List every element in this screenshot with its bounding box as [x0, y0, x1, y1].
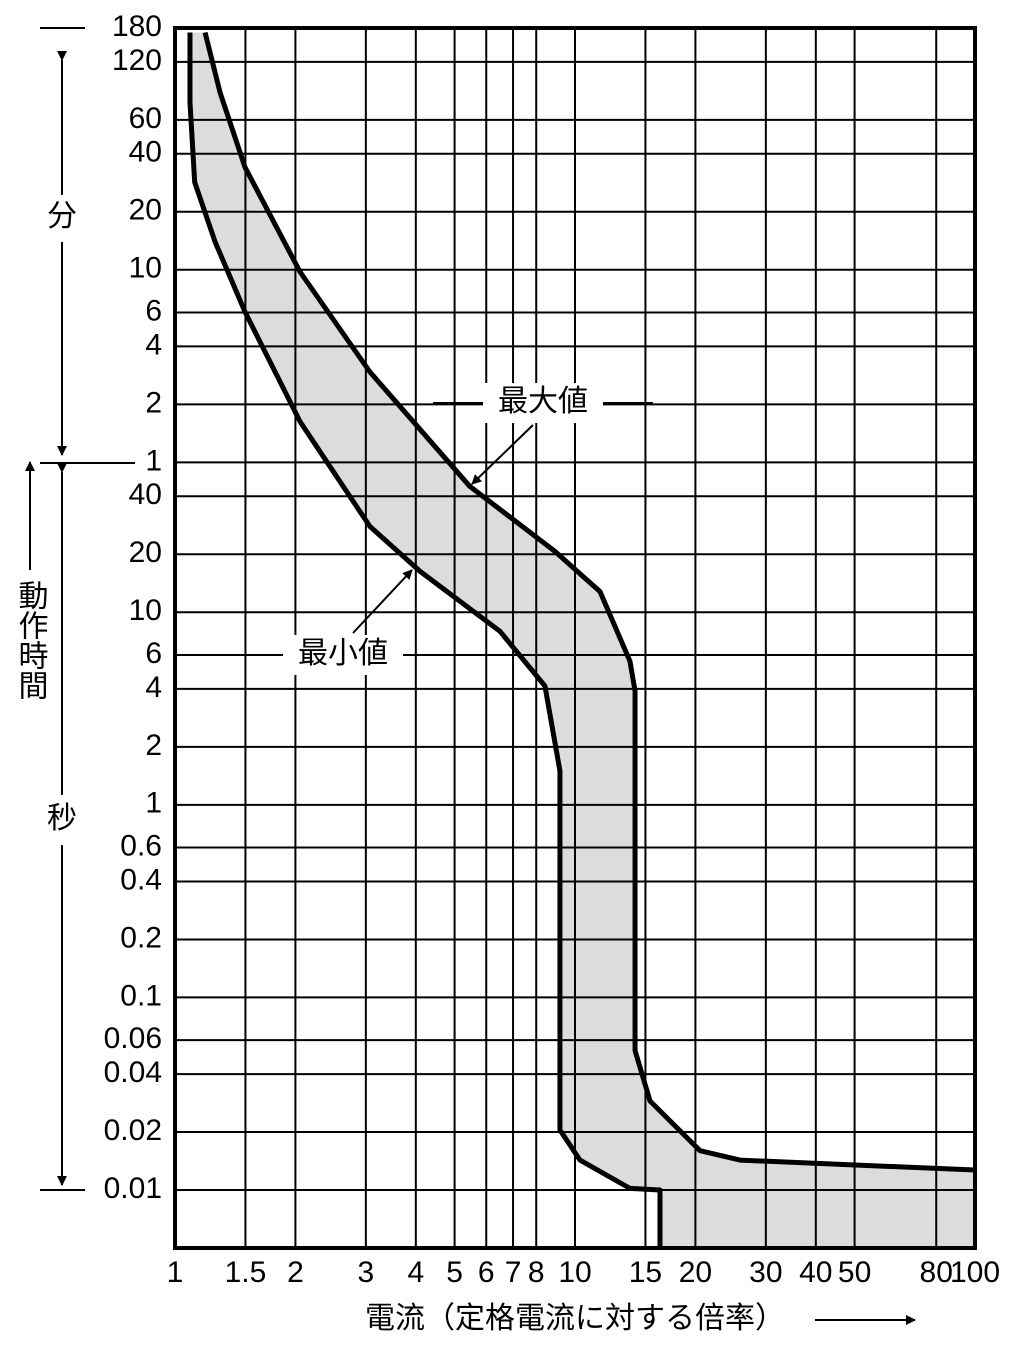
- x-tick-label: 15: [629, 1256, 662, 1289]
- y-tick-label: 0.4: [120, 863, 162, 896]
- annotation-bg: [283, 635, 403, 675]
- y-tick-label: 120: [112, 44, 162, 77]
- x-tick-label: 10: [558, 1256, 591, 1289]
- y-tick-label: 20: [129, 536, 162, 569]
- x-tick-label: 7: [505, 1256, 522, 1289]
- curve: [202, 31, 976, 1173]
- plot-area: [173, 26, 977, 1250]
- y-tick-label: 2: [145, 729, 162, 762]
- minutes-label: 分: [47, 200, 77, 233]
- x-tick-label: 8: [528, 1256, 545, 1289]
- y-tick-label: 40: [129, 478, 162, 511]
- y-tick-label: 10: [129, 594, 162, 627]
- x-tick-label: 40: [799, 1256, 832, 1289]
- x-tick-label: 3: [358, 1256, 375, 1289]
- x-axis-label: 電流（定格電流に対する倍率）: [365, 1302, 785, 1335]
- y-tick-label: 0.01: [104, 1172, 162, 1205]
- y-tick-label: 0.06: [104, 1022, 162, 1055]
- x-tick-label: 20: [679, 1256, 712, 1289]
- y-tick-label: 6: [145, 637, 162, 670]
- y-tick-label: 0.02: [104, 1114, 162, 1147]
- y-tick-label: 10: [129, 252, 162, 285]
- y-tick-label: 4: [145, 328, 162, 361]
- y-axis-label: 動作時間: [14, 580, 48, 700]
- y-tick-label: 0.04: [104, 1056, 162, 1089]
- series-label: 最大値: [498, 385, 588, 418]
- y-tick-label: 4: [145, 671, 162, 704]
- y-tick-label: 0.6: [120, 829, 162, 862]
- x-tick-label: 1: [167, 1256, 184, 1289]
- y-tick-label: 2: [145, 386, 162, 419]
- x-tick-label: 5: [446, 1256, 463, 1289]
- x-tick-label: 4: [407, 1256, 424, 1289]
- annotation-arrow: [352, 569, 413, 634]
- axis-decoration: [25, 27, 916, 1325]
- x-tick-label: 50: [838, 1256, 871, 1289]
- y-tick-label: 0.1: [120, 979, 162, 1012]
- y-tick-label: 180: [112, 10, 162, 43]
- y-tick-label: 6: [145, 294, 162, 327]
- y-tick-label: 1: [145, 444, 162, 477]
- x-tick-label: 80: [920, 1256, 953, 1289]
- y-tick-label: 20: [129, 194, 162, 227]
- curve: [187, 32, 663, 1248]
- y-tick-label: 1: [145, 787, 162, 820]
- y-tick-label: 40: [129, 136, 162, 169]
- y-tick-label: 60: [129, 102, 162, 135]
- band-fill: [189, 32, 976, 1249]
- annotation-bg: [483, 383, 603, 423]
- x-tick-label: 1.5: [225, 1256, 267, 1289]
- y-tick-label: 0.2: [120, 921, 162, 954]
- x-tick-label: 30: [749, 1256, 782, 1289]
- seconds-label: 秒: [47, 802, 77, 835]
- annotation-arrow: [471, 424, 534, 485]
- x-tick-label: 6: [478, 1256, 495, 1289]
- x-tick-label: 100: [950, 1256, 1000, 1289]
- plot-frame: [173, 26, 977, 1250]
- x-tick-label: 2: [287, 1256, 304, 1289]
- series-label: 最小値: [298, 637, 388, 670]
